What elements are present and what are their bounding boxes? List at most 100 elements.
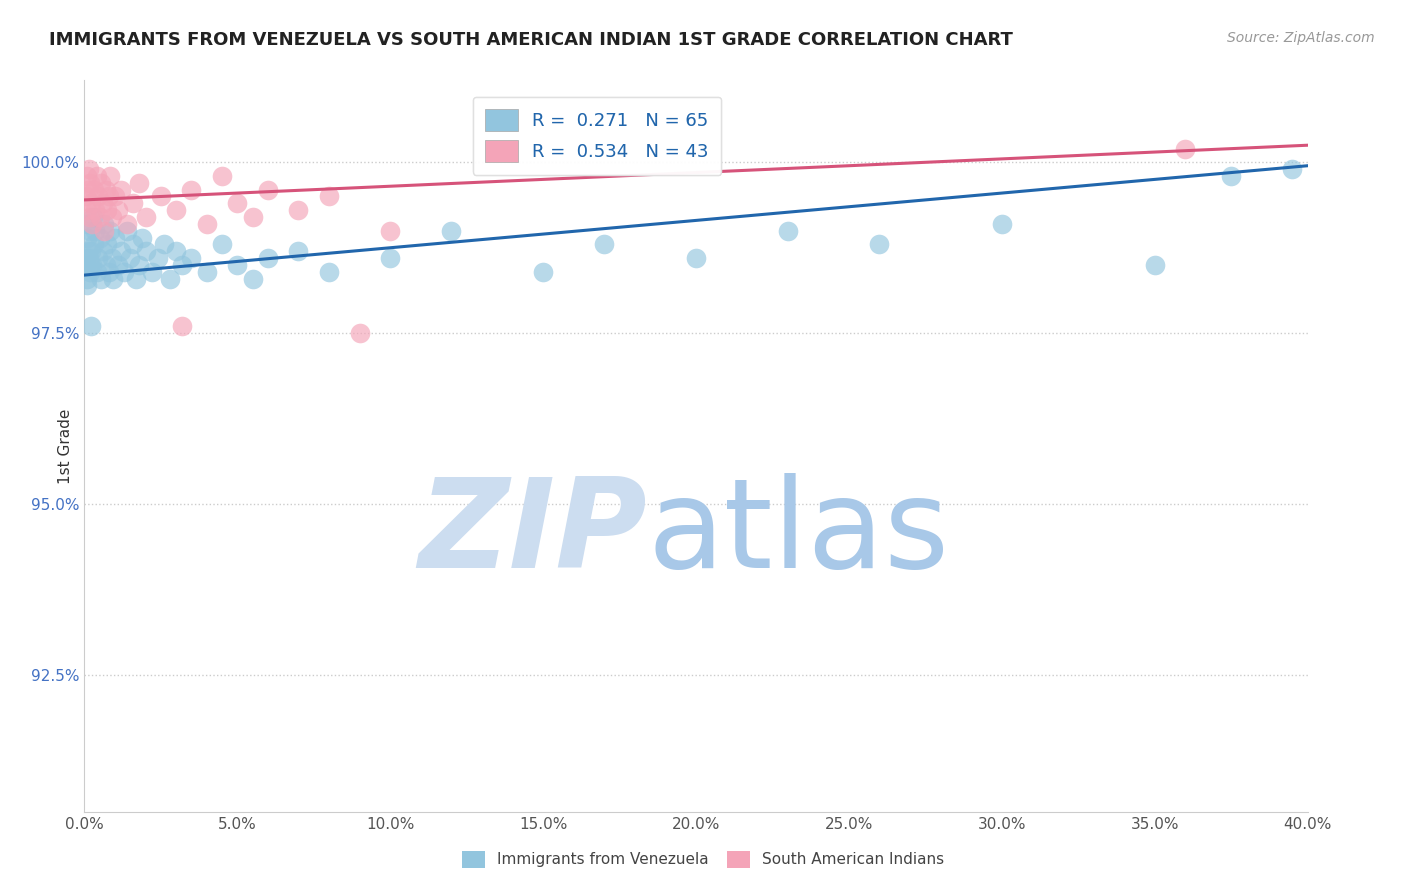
Point	[180, 251, 202, 265]
Point	[83, 183, 105, 197]
Point	[75, 189, 97, 203]
Point	[96, 237, 118, 252]
Point	[165, 244, 187, 259]
Point	[79, 258, 101, 272]
Point	[115, 224, 138, 238]
Point	[135, 244, 157, 259]
Point	[226, 258, 249, 272]
Point	[79, 176, 101, 190]
Point	[318, 189, 340, 203]
Point	[211, 169, 233, 183]
Point	[103, 271, 125, 285]
Point	[90, 176, 112, 190]
Point	[195, 217, 218, 231]
Point	[211, 237, 233, 252]
Point	[122, 196, 145, 211]
Point	[195, 265, 218, 279]
Point	[76, 203, 98, 218]
Point	[180, 183, 202, 197]
Point	[80, 319, 103, 334]
Point	[593, 237, 616, 252]
Point	[149, 189, 172, 203]
Point	[287, 244, 309, 259]
Point	[83, 237, 105, 252]
Point	[79, 210, 101, 224]
Point	[257, 183, 280, 197]
Point	[1281, 162, 1303, 177]
Point	[242, 210, 264, 224]
Point	[77, 183, 100, 197]
Point	[76, 271, 98, 285]
Point	[159, 271, 181, 285]
Text: IMMIGRANTS FROM VENEZUELA VS SOUTH AMERICAN INDIAN 1ST GRADE CORRELATION CHART: IMMIGRANTS FROM VENEZUELA VS SOUTH AMERI…	[49, 31, 1014, 49]
Point	[87, 251, 110, 265]
Point	[79, 265, 101, 279]
Point	[135, 210, 157, 224]
Point	[101, 251, 124, 265]
Y-axis label: 1st Grade: 1st Grade	[58, 409, 73, 483]
Point	[440, 224, 463, 238]
Point	[257, 251, 280, 265]
Point	[122, 237, 145, 252]
Point	[153, 237, 176, 252]
Point	[91, 244, 114, 259]
Point	[76, 230, 98, 244]
Point	[80, 244, 103, 259]
Point	[91, 196, 114, 211]
Point	[97, 265, 120, 279]
Point	[89, 230, 111, 244]
Point	[112, 265, 135, 279]
Point	[86, 265, 108, 279]
Point	[141, 265, 163, 279]
Point	[104, 230, 127, 244]
Point	[87, 189, 110, 203]
Point	[80, 196, 103, 211]
Point	[97, 189, 120, 203]
Point	[77, 217, 100, 231]
Point	[115, 217, 138, 231]
Point	[80, 258, 103, 272]
Point	[89, 210, 111, 224]
Point	[84, 224, 107, 238]
Point	[75, 251, 97, 265]
Point	[79, 224, 101, 238]
Point	[96, 203, 118, 218]
Point	[349, 326, 371, 341]
Point	[776, 224, 799, 238]
Point	[125, 271, 148, 285]
Text: atlas: atlas	[647, 474, 949, 594]
Point	[82, 210, 104, 224]
Point	[287, 203, 309, 218]
Point	[94, 258, 117, 272]
Point	[146, 251, 169, 265]
Point	[107, 258, 129, 272]
Point	[869, 237, 891, 252]
Point	[76, 278, 98, 293]
Point	[98, 169, 121, 183]
Point	[131, 230, 153, 244]
Text: Source: ZipAtlas.com: Source: ZipAtlas.com	[1227, 31, 1375, 45]
Point	[86, 169, 108, 183]
Point	[991, 217, 1014, 231]
Legend: R =  0.271   N = 65, R =  0.534   N = 43: R = 0.271 N = 65, R = 0.534 N = 43	[472, 96, 721, 175]
Point	[98, 224, 121, 238]
Point	[93, 224, 115, 238]
Point	[107, 203, 129, 218]
Point	[77, 244, 100, 259]
Point	[80, 217, 103, 231]
Point	[1220, 169, 1243, 183]
Point	[93, 217, 115, 231]
Point	[380, 224, 402, 238]
Point	[172, 258, 194, 272]
Point	[226, 196, 249, 211]
Point	[75, 258, 97, 272]
Point	[172, 319, 194, 334]
Point	[242, 271, 264, 285]
Point	[318, 265, 340, 279]
Point	[165, 203, 187, 218]
Point	[90, 271, 112, 285]
Point	[77, 162, 100, 177]
Point	[104, 189, 127, 203]
Point	[76, 169, 98, 183]
Point	[1174, 142, 1197, 156]
